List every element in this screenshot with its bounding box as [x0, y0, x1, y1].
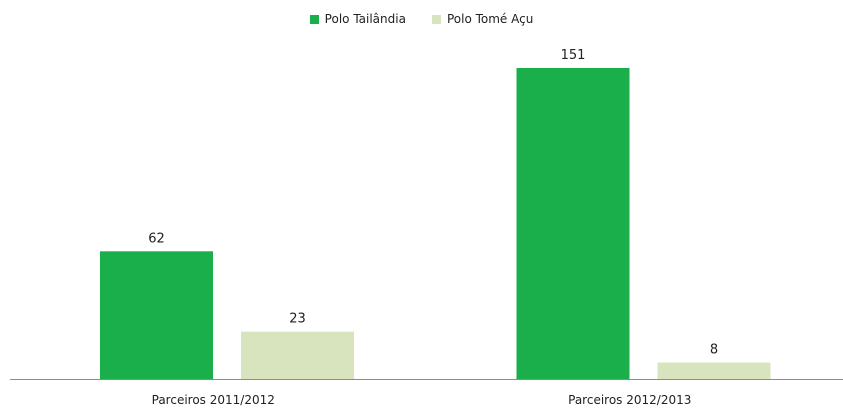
bar-polo-tailandia-parceiros-2012-2013: [516, 68, 630, 379]
legend-label-polo-tailandia: Polo Tailândia: [324, 12, 406, 26]
data-label-polo-tailandia-parceiros-2011-2012: 62: [148, 231, 165, 246]
legend-swatch-polo-tailandia: [309, 14, 319, 24]
data-label-polo-tome-acu-parceiros-2012-2013: 8: [710, 343, 718, 358]
bar-polo-tome-acu-parceiros-2011-2012: [241, 331, 354, 379]
legend-label-polo-tome-acu: Polo Tomé Açu: [446, 12, 534, 26]
data-label-polo-tome-acu-parceiros-2011-2012: 23: [289, 312, 306, 327]
data-label-polo-tailandia-parceiros-2012-2013: 151: [561, 48, 586, 63]
category-label-parceiros-2011-2012: Parceiros 2011/2012: [152, 393, 275, 407]
legend-swatch-polo-tome-acu: [431, 14, 441, 24]
category-label-parceiros-2012-2013: Parceiros 2012/2013: [568, 393, 691, 407]
legend-item-polo-tome-acu: Polo Tomé Açu: [431, 12, 534, 26]
legend: Polo Tailândia Polo Tomé Açu: [0, 8, 843, 30]
bar-polo-tome-acu-parceiros-2012-2013: [657, 362, 771, 379]
bar-polo-tailandia-parceiros-2011-2012: [100, 251, 213, 379]
legend-item-polo-tailandia: Polo Tailândia: [309, 12, 406, 26]
